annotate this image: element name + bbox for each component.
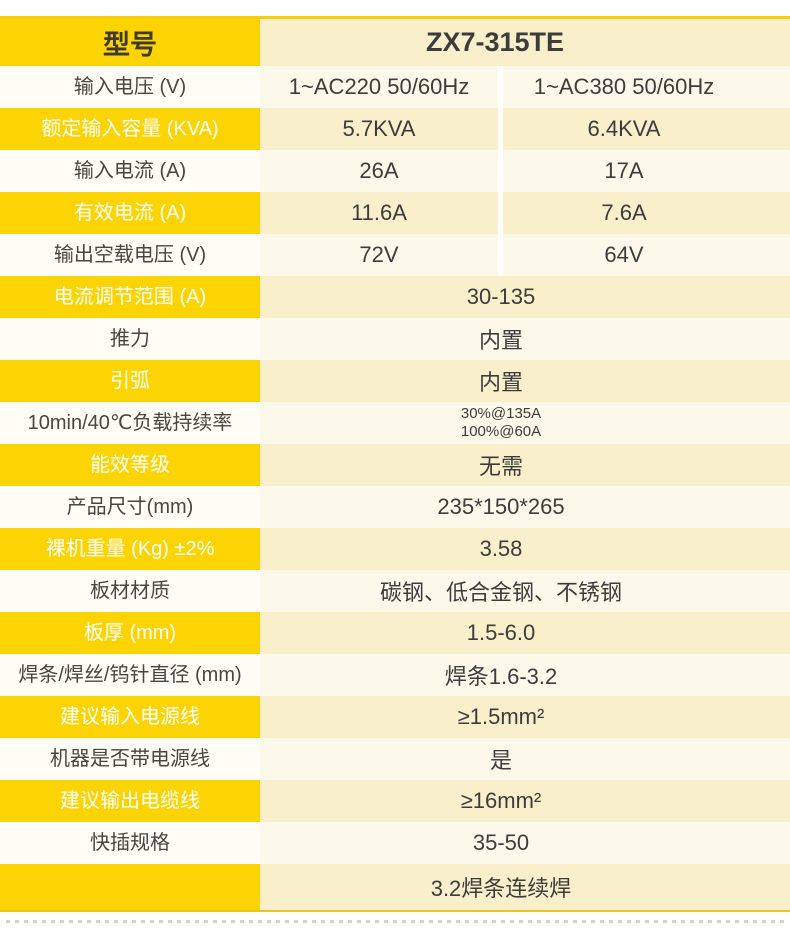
spec-row: 产品尺寸(mm) 235*150*265 <box>0 486 790 528</box>
spec-row-label: 输入电流 (A) <box>0 150 260 192</box>
spec-row-label: 板厚 (mm) <box>0 612 260 654</box>
spec-row-label <box>0 864 260 910</box>
spec-row-label: 推力 <box>0 318 260 360</box>
spec-row-values: 无需 <box>260 444 790 486</box>
bottom-dotted-divider <box>6 920 784 923</box>
spec-value: 无需 <box>478 454 523 479</box>
spec-value-col2: 1~AC380 50/60Hz <box>533 74 715 99</box>
spec-value: 30-135 <box>466 284 536 309</box>
spec-value: 3.58 <box>479 536 523 561</box>
spec-row-values: 26A 17A <box>260 150 790 192</box>
spec-row: 板厚 (mm) 1.5-6.0 <box>0 612 790 654</box>
spec-value: 焊条1.6-3.2 <box>444 664 558 689</box>
spec-row: 建议输出电缆线 ≥16mm² <box>0 780 790 822</box>
spec-table: 型号 ZX7-315TE 输入电压 (V) 1~AC220 50/60Hz 1~AC… <box>0 16 790 912</box>
spec-row: 3.2焊条连续焊 <box>0 864 790 910</box>
spec-value: 碳钢、低合金钢、不锈钢 <box>379 580 622 605</box>
spec-row-label: 能效等级 <box>0 444 260 486</box>
spec-row-values: 11.6A 7.6A <box>260 192 790 234</box>
spec-row-label: 裸机重量 (Kg) ±2% <box>0 528 260 570</box>
spec-row-label: 产品尺寸(mm) <box>0 486 260 528</box>
column-divider <box>498 192 503 234</box>
spec-value: 是 <box>489 748 512 773</box>
spec-row-values: 30-135 <box>260 276 790 318</box>
spec-row-label: 快插规格 <box>0 822 260 864</box>
spec-row-label: 板材材质 <box>0 570 260 612</box>
spec-row-values: 5.7KVA 6.4KVA <box>260 108 790 150</box>
spec-row: 快插规格 35-50 <box>0 822 790 864</box>
spec-value-col1: 11.6A <box>351 200 407 225</box>
spec-value-col1: 72V <box>359 242 399 267</box>
spec-value: 235*150*265 <box>437 494 565 519</box>
spec-row: 有效电流 (A) 11.6A 7.6A <box>0 192 790 234</box>
spec-row-label: 输入电压 (V) <box>0 66 260 108</box>
spec-row-values: 3.58 <box>260 528 790 570</box>
column-divider <box>498 234 503 276</box>
spec-value: 1.5-6.0 <box>466 620 536 645</box>
spec-header-row: 型号 ZX7-315TE <box>0 16 790 66</box>
spec-value-col2: 17A <box>604 158 644 183</box>
spec-row: 裸机重量 (Kg) ±2% 3.58 <box>0 528 790 570</box>
spec-row-values: 1.5-6.0 <box>260 612 790 654</box>
spec-row-label: 额定输入容量 (KVA) <box>0 108 260 150</box>
spec-row: 建议输入电源线 ≥1.5mm² <box>0 696 790 738</box>
model-header-label: 型号 <box>0 19 260 66</box>
spec-value-col1: 26A <box>359 158 399 183</box>
spec-row-label: 机器是否带电源线 <box>0 738 260 780</box>
spec-row-values: ≥16mm² <box>260 780 790 822</box>
spec-row: 输入电流 (A) 26A 17A <box>0 150 790 192</box>
spec-row-label: 输出空载电压 (V) <box>0 234 260 276</box>
spec-row: 10min/40℃负载持续率 30%@135A 100%@60A <box>0 402 790 444</box>
spec-value-col2: 6.4KVA <box>587 116 661 141</box>
spec-row-values: 35-50 <box>260 822 790 864</box>
spec-value-line: 30%@135A <box>460 405 542 422</box>
spec-row-label: 焊条/焊丝/钨针直径 (mm) <box>0 654 260 696</box>
spec-value-col1: 1~AC220 50/60Hz <box>288 74 470 99</box>
spec-row: 引弧 内置 <box>0 360 790 402</box>
spec-row-values: 焊条1.6-3.2 <box>260 654 790 696</box>
spec-row-values: ≥1.5mm² <box>260 696 790 738</box>
spec-row: 板材材质 碳钢、低合金钢、不锈钢 <box>0 570 790 612</box>
spec-row-values: 是 <box>260 738 790 780</box>
spec-row-values: 内置 <box>260 360 790 402</box>
column-divider <box>498 66 503 108</box>
model-number: ZX7-315TE <box>260 19 790 66</box>
spec-value-col2: 64V <box>604 242 644 267</box>
spec-row: 推力 内置 <box>0 318 790 360</box>
spec-value-line: 100%@60A <box>460 423 542 440</box>
spec-row-values: 碳钢、低合金钢、不锈钢 <box>260 570 790 612</box>
spec-value: 内置 <box>478 328 523 353</box>
spec-row: 输入电压 (V) 1~AC220 50/60Hz 1~AC380 50/60Hz <box>0 66 790 108</box>
spec-row: 能效等级 无需 <box>0 444 790 486</box>
spec-row-values: 235*150*265 <box>260 486 790 528</box>
spec-row-label: 10min/40℃负载持续率 <box>0 402 260 444</box>
spec-row-label: 建议输入电源线 <box>0 696 260 738</box>
spec-value: 内置 <box>478 370 523 395</box>
spec-row-label: 电流调节范围 (A) <box>0 276 260 318</box>
spec-value-col2: 7.6A <box>601 200 647 225</box>
spec-value: ≥1.5mm² <box>457 704 545 729</box>
column-divider <box>498 108 503 150</box>
spec-value: 3.2焊条连续焊 <box>430 876 572 901</box>
column-divider <box>498 150 503 192</box>
spec-value: 30%@135A 100%@60A <box>260 402 790 444</box>
spec-value-col1: 5.7KVA <box>342 116 416 141</box>
spec-row-values: 1~AC220 50/60Hz 1~AC380 50/60Hz <box>260 66 790 108</box>
spec-row-values: 内置 <box>260 318 790 360</box>
spec-value: ≥16mm² <box>460 788 542 813</box>
spec-row: 输出空载电压 (V) 72V 64V <box>0 234 790 276</box>
spec-row-label: 引弧 <box>0 360 260 402</box>
spec-row-label: 建议输出电缆线 <box>0 780 260 822</box>
spec-value: 35-50 <box>472 830 530 855</box>
spec-row: 额定输入容量 (KVA) 5.7KVA 6.4KVA <box>0 108 790 150</box>
spec-row-label: 有效电流 (A) <box>0 192 260 234</box>
spec-row-values: 72V 64V <box>260 234 790 276</box>
spec-row: 机器是否带电源线 是 <box>0 738 790 780</box>
spec-rows: 输入电压 (V) 1~AC220 50/60Hz 1~AC380 50/60Hz 额定… <box>0 66 790 910</box>
spec-row: 电流调节范围 (A) 30-135 <box>0 276 790 318</box>
spec-row-values: 3.2焊条连续焊 <box>260 864 790 910</box>
spec-row-values: 30%@135A 100%@60A <box>260 402 790 444</box>
spec-row: 焊条/焊丝/钨针直径 (mm) 焊条1.6-3.2 <box>0 654 790 696</box>
